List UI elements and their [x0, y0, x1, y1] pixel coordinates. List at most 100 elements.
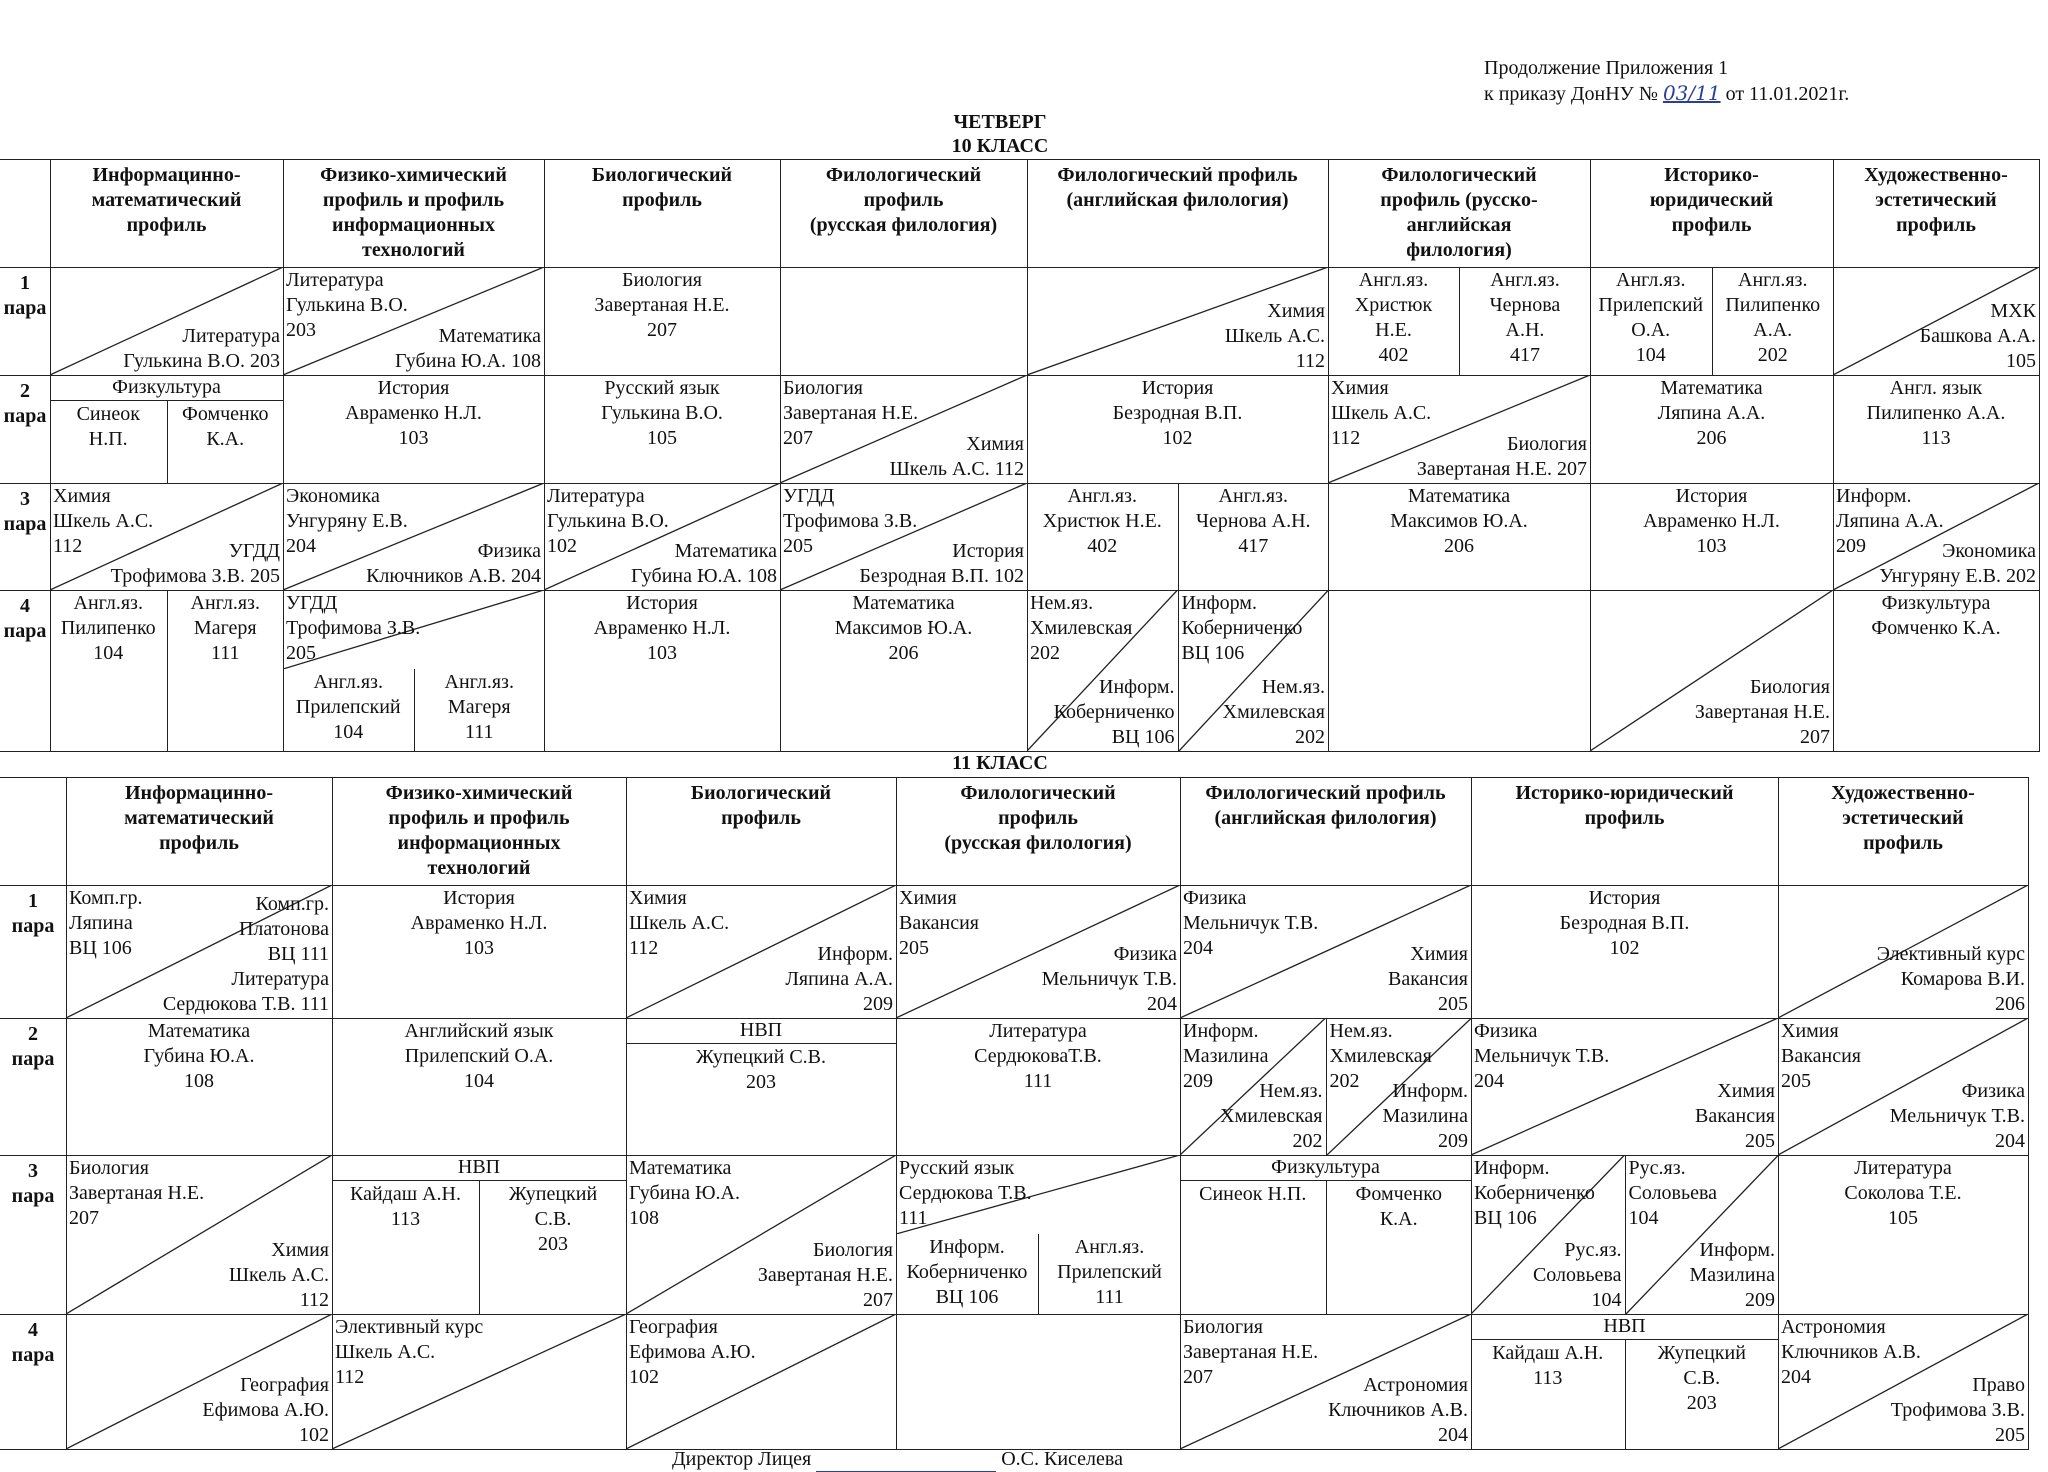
- text-line: 103: [647, 642, 677, 664]
- text-line: Комарова В.И.: [1900, 968, 2025, 990]
- column-header: Филологический профиль (русская филология): [896, 777, 1181, 886]
- cell-area: Англ.яз. Прилепский 104: [283, 669, 414, 751]
- diagonal: [283, 267, 544, 375]
- lesson-cell: Математика Максимов Ю.А. 206: [780, 590, 1028, 752]
- text-block: Математика Максимов Ю.А. 206: [783, 591, 1024, 666]
- text-line: Информ.: [1699, 1239, 1775, 1261]
- text-line: Коберниченко: [1474, 1182, 1595, 1204]
- cell-area: Англ. язык Пилипенко А.А. 113: [1833, 375, 2039, 483]
- header-line: Филологический: [1381, 164, 1537, 186]
- header-line: профиль: [1896, 214, 1976, 236]
- text-block: Физика Мельничук Т.В. 204: [1781, 1079, 2025, 1154]
- text-line: Право: [1972, 1374, 2025, 1396]
- lesson-cell: Биология Завертаная Н.Е. 207: [1590, 590, 1834, 752]
- text-line: Кайдаш А.Н.: [350, 1183, 461, 1205]
- director-position: Директор Лицея: [672, 1448, 812, 1470]
- order-note: Продолжение Приложения 1 к приказу ДонНУ…: [1484, 56, 2024, 107]
- diagonal-line: [1778, 885, 2028, 1018]
- column-header: Филологический профиль (английская филоло…: [1180, 777, 1472, 886]
- diagonal-line: [544, 483, 780, 590]
- text-line: Кайдаш А.Н.: [1492, 1342, 1604, 1364]
- lesson-cell: Литература Гулькина В.О. 203: [50, 267, 284, 376]
- text-line: Химия: [899, 887, 957, 909]
- column-header: Информацинно-математический профиль: [50, 159, 284, 268]
- header-line: математический: [91, 189, 242, 211]
- text-block: Информ. Мазилина 209: [1183, 1019, 1323, 1094]
- text-block: Физика Мельничук Т.В. 204: [1183, 886, 1468, 961]
- text-line: 206: [1444, 535, 1474, 557]
- header-line: Художественно-: [1864, 164, 2008, 186]
- text-block: Литература Гулькина В.О. 203: [286, 268, 541, 343]
- order-date: от 11.01.2021г.: [1725, 83, 1850, 105]
- text-line: Н.Е.: [1375, 319, 1412, 341]
- text-line: Русский язык: [604, 377, 720, 399]
- text-block: Нем.яз. Хмилевская 202: [1183, 1079, 1322, 1154]
- cell-heading: Физкультура: [1180, 1155, 1471, 1181]
- cell-area: Англ.яз. Христюк Н.Е. 402 Англ.яз. Чернова А…: [1027, 483, 1328, 590]
- cell-area: История Авраменко Н.Л. 103: [1590, 483, 1833, 590]
- cell-part: Информ. Мазилина 209 Нем.яз. Хмилевская 202: [1180, 1018, 1326, 1155]
- text-line: Элективный курс: [335, 1316, 484, 1338]
- cell-area: Англ.яз. Пилипенко А.А. 202: [1713, 267, 1834, 375]
- text-line: История: [626, 592, 698, 614]
- text-line: История: [1675, 485, 1748, 507]
- header-line: профиль: [721, 807, 801, 829]
- text-block: Математика Губина Ю.А. 108: [69, 1019, 329, 1094]
- text-block: Жупецкий С.В. 203: [629, 1045, 893, 1095]
- text-line: Трофимова З.В.: [1890, 1399, 2025, 1421]
- text-block: Жупецкий С.В. 203: [1629, 1341, 1776, 1416]
- header-line: Художественно-: [1831, 782, 1975, 804]
- text-line: Безродная В.П. 102: [859, 565, 1024, 587]
- corner-cell: [0, 159, 51, 268]
- text-line: Физика: [477, 540, 541, 562]
- text-line: Мельничук Т.В.: [1183, 912, 1319, 934]
- text-line: Ляпина: [69, 912, 133, 934]
- text-line: МХК: [1990, 300, 2036, 322]
- text-line: Рус.яз.: [1564, 1239, 1622, 1261]
- text-block: Англ.яз. Христюк Н.Е. 402: [1331, 268, 1456, 368]
- text-line: 202: [1295, 726, 1325, 748]
- text-line: Прилепский: [1598, 294, 1704, 316]
- appendix-line: Продолжение Приложения 1: [1484, 57, 1729, 79]
- cell-area: Кайдаш А.Н. 113 Жупецкий С.В. 203: [1471, 1340, 1778, 1449]
- text-line: Мельничук Т.В.: [1474, 1045, 1610, 1067]
- text-line: 204: [1183, 937, 1213, 959]
- text-line: 209: [1836, 535, 1866, 557]
- cell-part: Англ.яз. Магеря 111: [413, 669, 545, 751]
- column-header: Художественно-эстетический профиль: [1833, 159, 2040, 268]
- cell-area: Англ.яз. Чернова А.Н. 417: [1460, 267, 1590, 375]
- cell-part: Фомченко К.А.: [1325, 1181, 1472, 1314]
- lesson-cell: Литература Гулькина В.О. 102 Математика Губи…: [544, 483, 781, 591]
- header-line: профиль: [1863, 832, 1943, 854]
- diagonal: [1833, 483, 2039, 590]
- cell-area: Информ. Ляпина А.А. 209 Экономика Унгуряну Е…: [1833, 483, 2039, 590]
- header-line: профиль: [1671, 214, 1752, 236]
- lesson-cell: История Авраменко Н.Л. 103: [544, 590, 781, 752]
- text-block: Физика Мельничук Т.В. 204: [1474, 1019, 1775, 1094]
- text-line: Химия: [1717, 1080, 1775, 1102]
- text-block: Информ. Мазилина 209: [1330, 1079, 1468, 1154]
- diagonal: [780, 483, 1027, 590]
- cell-area: Кайдаш А.Н. 113 Жупецкий С.В. 203: [332, 1181, 626, 1314]
- lesson-cell: Биология Завертаная Н.Е. 207 Астрономия Ключ…: [1180, 1314, 1472, 1450]
- text-line: 204: [1474, 1070, 1504, 1092]
- text-block: Математика Губина Ю.А. 108: [547, 539, 777, 589]
- text-block: МХК Башкова А.А. 105: [1836, 299, 2036, 374]
- text-line: История: [1141, 377, 1214, 399]
- text-line: Биология: [621, 269, 702, 291]
- text-line: Ляпина А.А.: [785, 968, 893, 990]
- diagonal: [1180, 1314, 1471, 1449]
- text-line: Пилипенко А.А.: [1866, 402, 2006, 424]
- cell-part: Информ. Коберниченко ВЦ 106 Нем.яз. Хмилевск…: [1177, 590, 1329, 751]
- text-line: Завертаная Н.Е. 207: [1416, 458, 1587, 480]
- text-block: Комп.гр. Ляпина ВЦ 106: [69, 886, 329, 961]
- cell-area: Синеок Н.П.: [50, 401, 167, 483]
- lesson-cell: География Ефимова А.Ю. 102: [66, 1314, 333, 1450]
- text-line: Астрономия: [1363, 1374, 1468, 1396]
- text-line: География: [240, 1374, 329, 1396]
- cell-area: История Авраменко Н.Л. 103: [544, 590, 780, 751]
- lesson-cell: Литература Соколова Т.Е. 105: [1778, 1155, 2029, 1315]
- lesson-cell: Русский язык Гулькина В.О. 105: [544, 375, 781, 484]
- lesson-cell: Нем.яз. Хмилевская 202 Информ. Коберниченко В…: [1027, 590, 1329, 752]
- text-line: Хмилевская: [1222, 701, 1325, 723]
